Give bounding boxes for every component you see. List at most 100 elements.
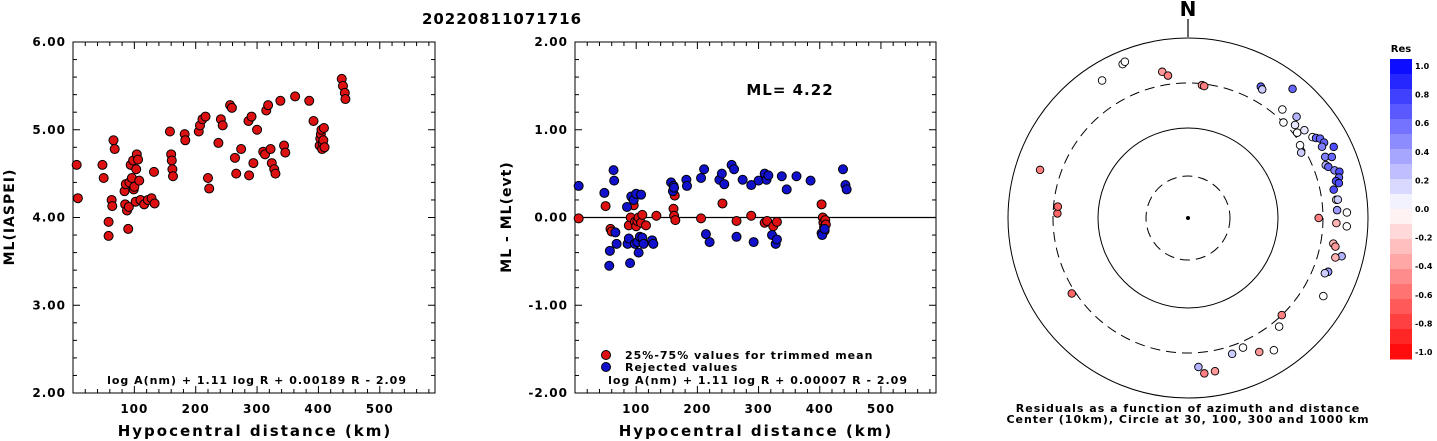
middle-y-tick-label: 0.00 [534, 211, 568, 225]
rejected-point [700, 229, 711, 240]
residual-station-point [1331, 253, 1340, 262]
middle-x-tick-label: 400 [806, 402, 834, 416]
ml-station-point [213, 137, 224, 148]
residual-station-point [1329, 142, 1338, 152]
ml-station-point [304, 95, 315, 106]
ml-station-point [270, 168, 281, 179]
residual-station-point [1238, 343, 1248, 352]
rejected-point [748, 237, 759, 248]
residual-station-point [1334, 178, 1344, 188]
middle-x-tick-label: 100 [622, 402, 650, 416]
left-plot-frame [72, 41, 436, 394]
trimmed-point [637, 209, 648, 220]
trimmed-point [670, 215, 681, 226]
residual-station-point [1163, 71, 1173, 80]
trimmed-point [651, 210, 662, 221]
trimmed-point [573, 213, 584, 224]
colorbar-cell [1390, 89, 1412, 105]
rejected-point [719, 179, 730, 190]
residual-station-point [1327, 152, 1337, 162]
residual-station-point [1199, 81, 1209, 91]
north-label: N [1180, 0, 1197, 21]
rejected-point [841, 184, 852, 195]
trimmed-point [696, 213, 707, 224]
ml-station-point [231, 168, 242, 179]
ml-station-point [200, 111, 211, 122]
residual-station-point [1320, 269, 1330, 278]
ml-value-label: ML= 4.22 [746, 81, 833, 99]
rejected-point [625, 258, 636, 269]
ring-30km [1145, 175, 1231, 261]
ml-station-point [148, 166, 159, 177]
polar-caption-line2: Center (10km), Circle at 30, 100, 300 an… [1006, 413, 1369, 426]
residual-station-point [1329, 185, 1338, 194]
middle-y-tick-label: -1.00 [528, 298, 568, 312]
middle-y-tick-label: -2.00 [528, 386, 568, 400]
colorbar-cell [1390, 209, 1412, 225]
ml-station-point [131, 164, 142, 175]
ml-station-point [180, 135, 191, 146]
colorbar-cell [1390, 119, 1412, 135]
left-panel: 2.00 3.00 4.00 5.00 6.00 100 200 300 400 500 log… [2, 35, 436, 440]
colorbar-tick-label: 0.2 [1415, 176, 1429, 185]
residual-station-point [1332, 218, 1341, 228]
ml-station-point [265, 144, 276, 155]
rejected-point [819, 223, 830, 234]
ml-station-point [280, 147, 291, 158]
colorbar-tick-label: 0.0 [1415, 205, 1430, 214]
rejected-point [729, 164, 740, 175]
polar-caption-line1: Residuals as a function of azimuth and d… [1016, 402, 1360, 415]
colorbar-cell [1390, 59, 1412, 75]
colorbar: Res 1.0 0.8 0.6 0.4 0.2 0.0 -0.2 -0.4 -0.6 -0.8 -1… [1390, 44, 1433, 360]
colorbar-tick-label: 0.4 [1415, 148, 1430, 157]
residual-station-point [1296, 148, 1306, 157]
colorbar-tick-label: 0.6 [1415, 119, 1430, 128]
ml-station-point [217, 120, 228, 131]
left-y-tick-label: 6.00 [32, 35, 66, 49]
left-y-ticks: 2.00 3.00 4.00 5.00 6.00 [32, 35, 435, 400]
trimmed-point [600, 201, 611, 212]
ml-station-point [319, 142, 330, 153]
residual-station-point [1210, 366, 1220, 376]
polar-panel: N Residuals as a function of azimuth and… [1006, 0, 1369, 426]
rejected-point [731, 231, 742, 242]
trimmed-point [771, 216, 782, 227]
ring-100km [1097, 127, 1279, 309]
ml-station-point [149, 198, 160, 209]
colorbar-cell [1390, 269, 1412, 285]
rejected-point [781, 184, 792, 195]
middle-y-axis-label: ML - ML(evt) [499, 161, 515, 272]
ml-station-point [123, 201, 134, 212]
ml-station-point [244, 170, 255, 181]
left-y-tick-label: 5.00 [32, 123, 66, 137]
residual-station-point [1274, 322, 1284, 331]
rejected-point [604, 260, 615, 271]
residual-station-point [1317, 142, 1327, 151]
rejected-point [609, 175, 620, 186]
ring-300km [1052, 82, 1324, 354]
middle-x-tick-label: 300 [745, 402, 773, 416]
left-x-axis-label: Hypocentral distance (km) [118, 422, 393, 440]
ml-station-point [202, 173, 213, 184]
colorbar-cell [1390, 104, 1412, 120]
colorbar-tick-label: 0.8 [1415, 91, 1430, 100]
colorbar-cell [1390, 254, 1412, 270]
middle-x-tick-label: 200 [683, 402, 711, 416]
rejected-point [636, 189, 647, 200]
rejected-point [648, 238, 659, 249]
ml-station-point [98, 173, 109, 184]
residual-station-point [1300, 126, 1309, 135]
left-y-tick-label: 4.00 [32, 211, 66, 225]
residual-station-point [1342, 208, 1352, 217]
rejected-point [681, 180, 692, 191]
colorbar-cell [1390, 344, 1412, 360]
residual-station-point [1200, 369, 1209, 378]
ml-station-point [168, 171, 179, 182]
rejected-point [699, 164, 710, 175]
residual-station-point [1277, 310, 1287, 320]
rejected-point [573, 180, 584, 191]
colorbar-cell [1390, 134, 1412, 150]
middle-x-ticks: 100 200 300 400 500 [586, 42, 931, 416]
trimmed-point [731, 216, 742, 227]
trimmed-point [717, 198, 728, 209]
